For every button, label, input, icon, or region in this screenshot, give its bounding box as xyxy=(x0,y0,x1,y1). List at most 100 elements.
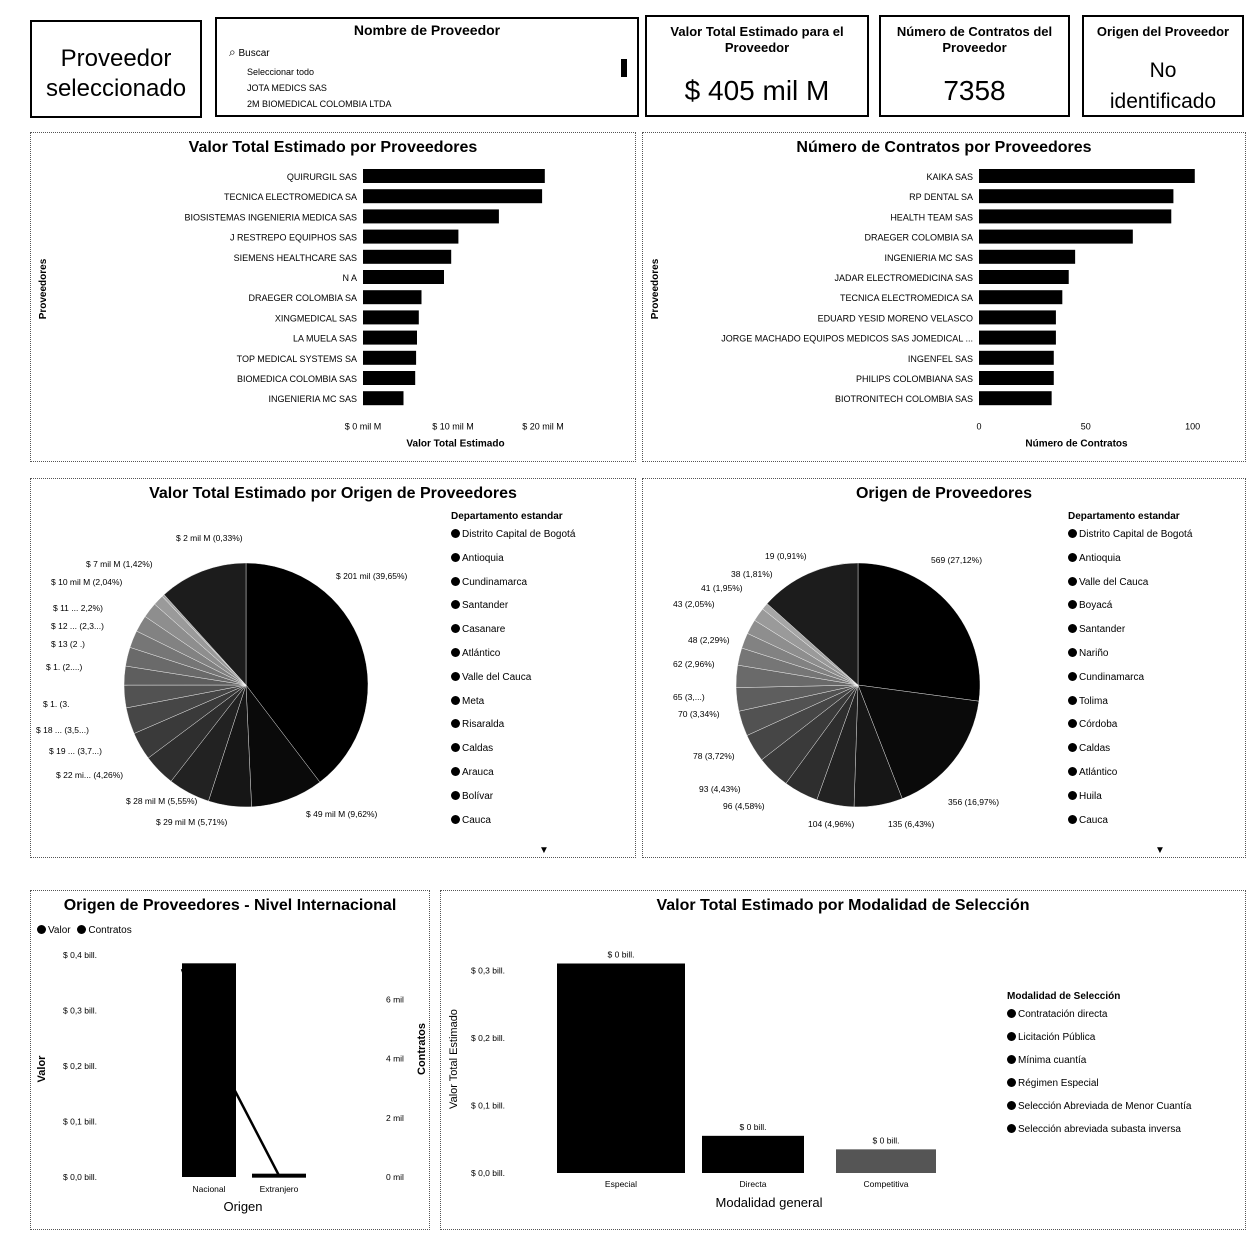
bar xyxy=(363,290,422,305)
value-by-origin-panel: Valor Total Estimado por Origen de Prove… xyxy=(30,478,636,858)
legend-dot xyxy=(1068,529,1077,538)
legend-label: Caldas xyxy=(1079,743,1111,755)
legend-item: Régimen Especial xyxy=(1007,1077,1191,1100)
legend-dot xyxy=(451,576,460,586)
bar xyxy=(252,1173,306,1178)
bar-category-label: INGENIERIA MC SAS xyxy=(268,394,357,404)
slicer-item[interactable]: JOTA MEDICS SAS xyxy=(247,83,327,93)
legend-dot xyxy=(451,600,460,610)
pie-data-label: 41 (1,95%) xyxy=(701,583,743,593)
bar xyxy=(363,350,417,365)
origin-providers-panel: Origen de Proveedores 569 (27,12%) 356 (1… xyxy=(642,478,1246,858)
x-tick-label: $ 10 mil M xyxy=(432,421,474,431)
x-tick-label: Especial xyxy=(605,1179,637,1189)
chart-title: Origen de Proveedores - Nivel Internacio… xyxy=(63,897,397,914)
pie-data-label: 38 (1,81%) xyxy=(731,569,773,579)
legend-label: Selección abreviada subasta inversa xyxy=(1018,1124,1181,1135)
legend-label: Valle del Cauca xyxy=(1079,576,1149,588)
y-tick-label: $ 0,3 bill. xyxy=(63,1006,97,1016)
bar xyxy=(979,371,1054,385)
modality-legend: Modalidad de Selección Contratación dire… xyxy=(1007,991,1191,1146)
slicer-scrollbar[interactable] xyxy=(621,59,627,77)
legend-dot xyxy=(1007,1078,1016,1087)
pie-data-label: $ 1. (3. xyxy=(43,699,69,709)
slicer-title: Nombre de Proveedor xyxy=(353,22,501,38)
scroll-down-icon[interactable]: ▼ xyxy=(1155,845,1165,856)
bar-category-label: BIOTRONITECH COLOMBIA SAS xyxy=(835,394,973,404)
slicer-search-label: Buscar xyxy=(238,48,270,59)
scroll-down-icon[interactable]: ▼ xyxy=(539,845,549,856)
pie-legend: Departamento estandar Distrito Capital d… xyxy=(451,511,575,837)
value-by-modality-panel: Valor Total Estimado por Modalidad de Se… xyxy=(440,890,1246,1230)
legend-label: Santander xyxy=(462,600,509,612)
pie-data-label: $ 10 mil M (2,04%) xyxy=(51,577,122,587)
legend-dot xyxy=(1007,1124,1016,1133)
legend-label: Valle del Cauca xyxy=(462,671,532,683)
pie-data-label: $ 11 ... 2,2%) xyxy=(53,603,103,613)
bar-category-label: JORGE MACHADO EQUIPOS MEDICOS SAS JOMEDI… xyxy=(721,334,973,344)
legend-dot xyxy=(1068,695,1077,705)
y2-axis-label: Contratos xyxy=(416,1023,428,1075)
legend-item: Contratos xyxy=(88,925,132,936)
pie-data-label: 93 (4,43%) xyxy=(699,784,741,794)
bar xyxy=(363,330,417,345)
origin-title: Origen del Proveedor xyxy=(1096,24,1230,39)
bar xyxy=(979,249,1076,264)
x-tick-label: 100 xyxy=(1185,421,1200,431)
legend-label: Contratación directa xyxy=(1018,1009,1108,1020)
bar-category-label: LA MUELA SAS xyxy=(293,334,357,344)
x-axis-label: Origen xyxy=(223,1199,262,1214)
legend-item: Huila xyxy=(1068,790,1192,814)
y-tick-label: $ 0,4 bill. xyxy=(63,950,97,960)
bar-category-label: QUIRURGIL SAS xyxy=(287,172,357,182)
bar xyxy=(979,350,1054,365)
slicer-search[interactable]: ⌕ Buscar xyxy=(229,45,270,60)
chart-legend: Valor Contratos xyxy=(37,925,132,936)
bar xyxy=(363,229,459,244)
legend-item: Bolívar xyxy=(451,790,575,814)
legend-label: Distrito Capital de Bogotá xyxy=(462,529,576,540)
pie-slice xyxy=(163,562,247,686)
bar xyxy=(363,209,499,224)
legend-item: Risaralda xyxy=(451,718,575,742)
bar xyxy=(979,310,1056,325)
legend-dot xyxy=(1007,1101,1016,1110)
pie-slice xyxy=(766,562,859,686)
search-icon: ⌕ xyxy=(229,45,236,59)
pie-data-label: 104 (4,96%) xyxy=(808,819,854,829)
x-tick-label: Competitiva xyxy=(864,1179,909,1189)
origin-card: Origen del Proveedor No identificado xyxy=(1082,15,1244,117)
legend-item: Meta xyxy=(451,695,575,719)
legend-title: Modalidad de Selección xyxy=(1007,991,1121,1002)
legend-item: Antioquia xyxy=(451,552,575,576)
pie-slice xyxy=(245,684,321,808)
legend-label: Risaralda xyxy=(462,719,505,731)
legend-item: Nariño xyxy=(1068,647,1192,671)
contracts-value: 7358 xyxy=(943,75,1006,106)
legend-dot xyxy=(1068,790,1077,800)
value-by-modality-chart: $ 0,3 bill. $ 0,2 bill. $ 0,1 bill. $ 0,0 b… xyxy=(448,950,936,1210)
chart-title: Valor Total Estimado por Modalidad de Se… xyxy=(656,897,1030,914)
bar-category-label: DRAEGER COLOMBIA SA xyxy=(248,293,357,303)
bar-data-label: $ 0 bill. xyxy=(873,1135,900,1145)
total-value-card: Valor Total Estimado para el Proveedor $… xyxy=(645,15,869,117)
y-axis-label: Valor Total Estimado xyxy=(448,1009,460,1109)
bar xyxy=(979,169,1195,183)
bar xyxy=(363,310,419,325)
x-tick-label: 0 xyxy=(976,421,981,431)
provider-slicer[interactable]: Nombre de Proveedor ⌕ Buscar Seleccionar… xyxy=(215,17,639,117)
legend-item: Arauca xyxy=(451,766,575,790)
legend-label: Mínima cuantía xyxy=(1018,1055,1087,1066)
pie-data-label: $ 28 mil M (5,55%) xyxy=(126,796,197,806)
legend-dot xyxy=(1068,600,1077,610)
legend-item: Santander xyxy=(1068,623,1192,647)
contracts-by-provider-chart: KAIKA SAS RP DENTAL SA HEALTH TEAM SAS DRAE… xyxy=(650,169,1200,449)
slicer-item-select-all[interactable]: Seleccionar todo xyxy=(247,67,315,77)
pie-data-label: $ 49 mil M (9,62%) xyxy=(306,809,377,819)
total-value: $ 405 mil M xyxy=(684,75,830,106)
slicer-item[interactable]: 2M BIOMEDICAL COLOMBIA LTDA xyxy=(247,99,392,109)
bar-category-label: PHILIPS COLOMBIANA SAS xyxy=(856,374,973,384)
legend-item: Contratación directa xyxy=(1007,1008,1191,1031)
legend-item: Selección Abreviada de Menor Cuantía xyxy=(1007,1100,1191,1123)
pie-data-label: 96 (4,58%) xyxy=(723,801,765,811)
